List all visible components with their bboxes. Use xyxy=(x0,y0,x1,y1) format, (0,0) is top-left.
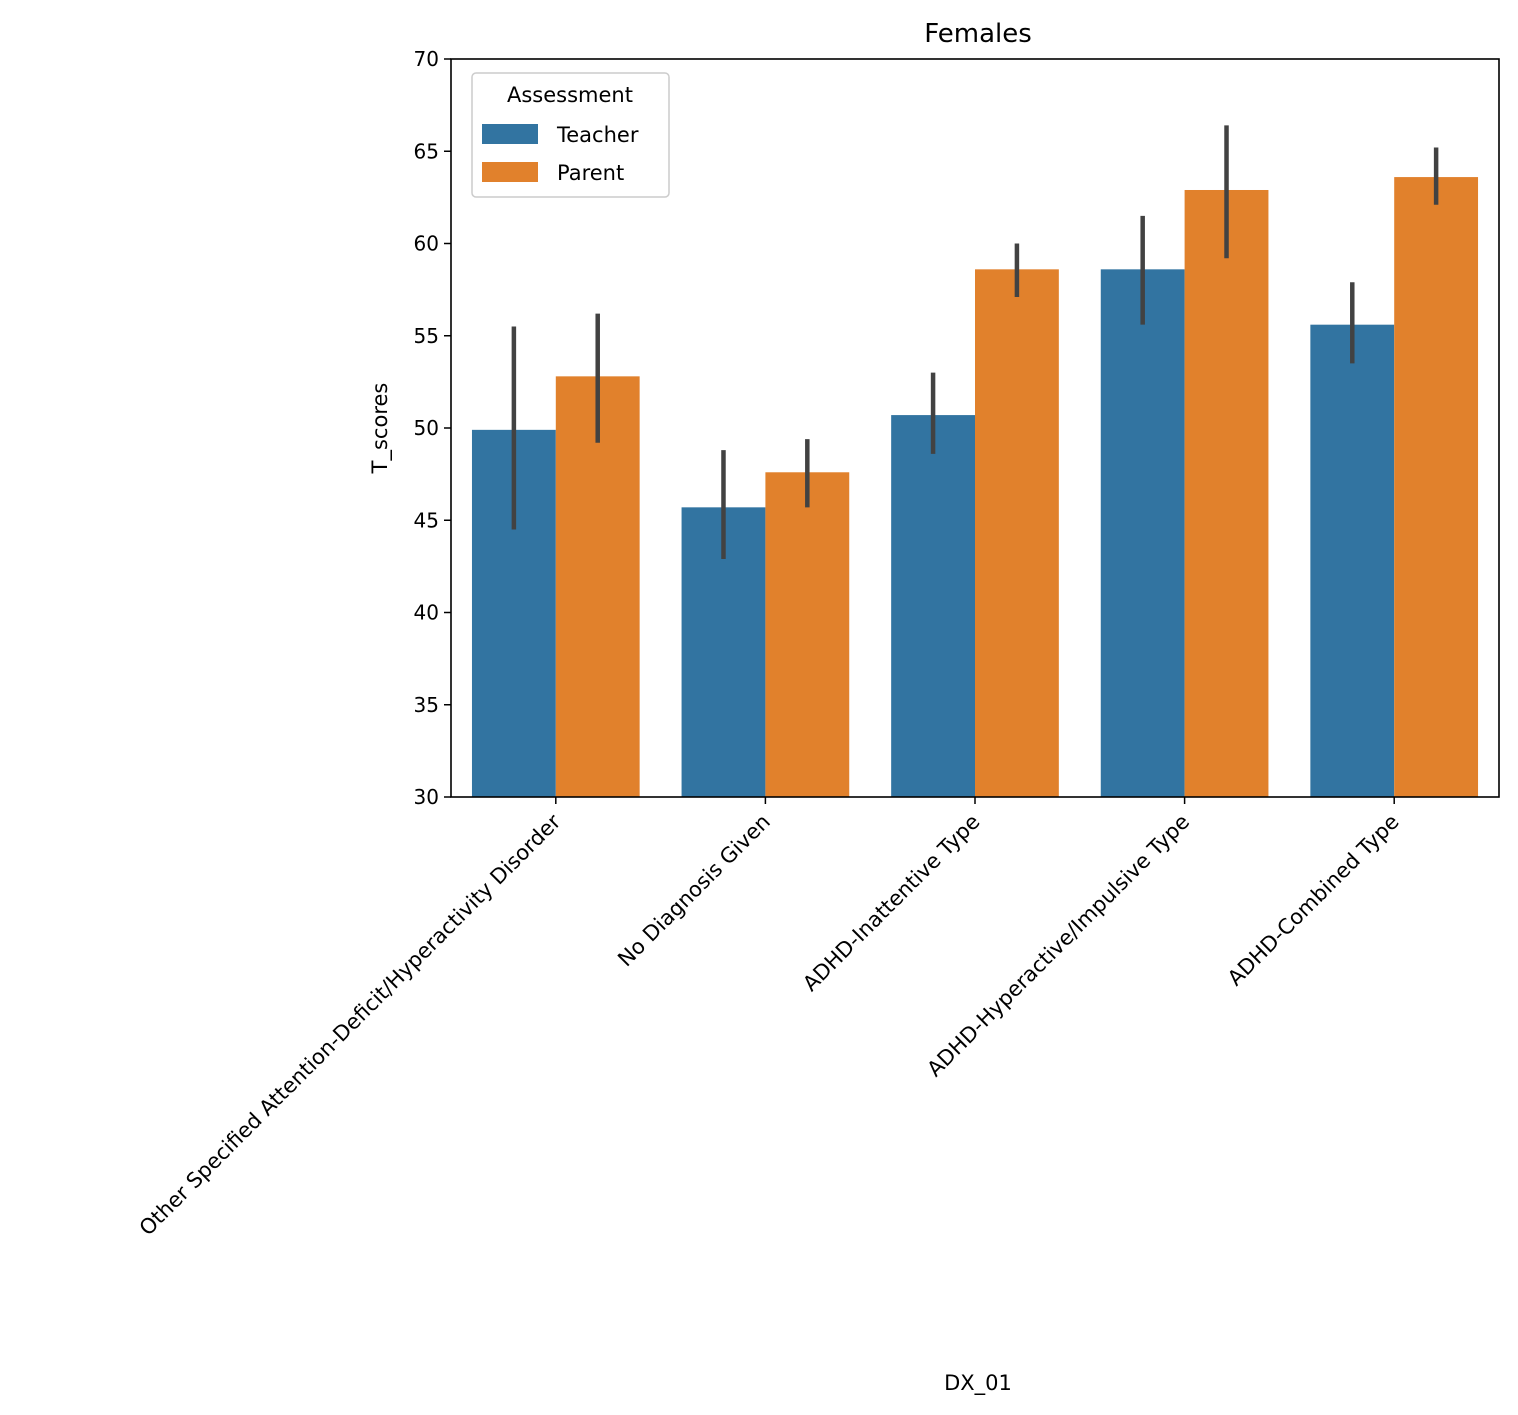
x-axis: Other Specified Attention-Deficit/Hypera… xyxy=(135,797,1404,1240)
bar-teacher-2 xyxy=(891,415,975,797)
bar-parent-3 xyxy=(1184,189,1269,797)
bar-teacher-3 xyxy=(1100,269,1185,798)
bar-teacher-4 xyxy=(1310,324,1395,797)
legend-label-parent: Parent xyxy=(557,161,624,185)
bars xyxy=(471,177,1479,798)
y-tick-label: 40 xyxy=(414,601,439,625)
bar-parent-4 xyxy=(1394,177,1479,797)
y-tick-label: 70 xyxy=(414,47,439,71)
y-axis-label: T_scores xyxy=(368,383,393,475)
legend: Assessment Teacher Parent xyxy=(471,72,670,198)
bar-parent-1 xyxy=(765,472,850,797)
x-tick-label: No Diagnosis Given xyxy=(613,810,775,972)
y-axis: 30 35 40 45 50 55 60 65 70 xyxy=(414,47,451,809)
legend-title: Assessment xyxy=(507,83,633,107)
x-tick-label: ADHD-Combined Type xyxy=(1223,810,1404,991)
y-tick-label: 65 xyxy=(414,139,439,163)
y-tick-label: 55 xyxy=(414,324,439,348)
bar-parent-0 xyxy=(555,376,640,797)
y-tick-label: 60 xyxy=(414,232,439,256)
y-tick-label: 30 xyxy=(414,785,439,809)
legend-swatch-parent xyxy=(482,162,538,182)
error-bars xyxy=(511,125,1439,559)
y-tick-label: 35 xyxy=(414,693,439,717)
legend-label-teacher: Teacher xyxy=(556,123,639,147)
x-tick-label: ADHD-Hyperactive/Impulsive Type xyxy=(922,810,1194,1082)
bar-parent-2 xyxy=(975,269,1059,798)
chart-title: Females xyxy=(924,19,1032,49)
legend-swatch-teacher xyxy=(482,124,538,144)
y-tick-label: 50 xyxy=(414,416,439,440)
y-tick-label: 45 xyxy=(414,508,439,532)
x-axis-label: DX_01 xyxy=(944,1371,1012,1396)
x-tick-label: Other Specified Attention-Deficit/Hypera… xyxy=(135,809,566,1240)
x-tick-label: ADHD-Inattentive Type xyxy=(798,810,984,996)
